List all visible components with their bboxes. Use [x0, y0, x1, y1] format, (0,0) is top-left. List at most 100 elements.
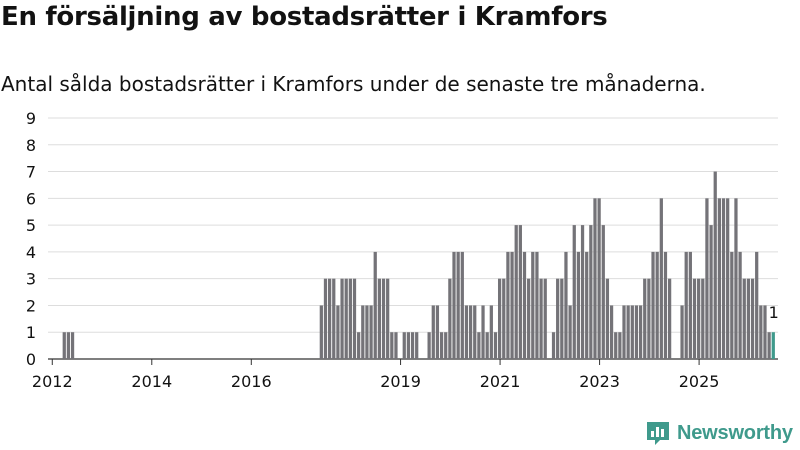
- bar: [759, 305, 763, 359]
- brand-logo: Newsworthy: [645, 420, 793, 446]
- y-tick-label: 4: [26, 243, 36, 262]
- bar: [709, 225, 713, 359]
- bar: [663, 251, 668, 359]
- bar: [531, 251, 535, 359]
- y-tick-label: 5: [26, 216, 36, 235]
- bar: [406, 332, 411, 359]
- bar: [539, 278, 543, 359]
- bar: [734, 198, 738, 359]
- x-tick-label: 2014: [131, 372, 172, 391]
- bar: [572, 225, 576, 359]
- y-tick-label: 2: [26, 296, 36, 315]
- bar: [506, 251, 510, 359]
- bar: [717, 198, 721, 359]
- bar: [701, 278, 705, 359]
- bar: [323, 278, 328, 359]
- bar: [336, 305, 340, 359]
- y-axis: 0 1 2 3 4 5 6 7 8 9: [26, 109, 36, 369]
- bar: [481, 305, 485, 359]
- bar: [551, 332, 556, 359]
- bar: [585, 251, 589, 359]
- x-tick-label: 2012: [32, 372, 73, 391]
- bar-series: [62, 171, 775, 359]
- bar: [705, 198, 709, 359]
- bar: [750, 278, 755, 359]
- bar: [489, 305, 493, 359]
- bar: [464, 305, 469, 359]
- bar: [365, 305, 369, 359]
- bar: [638, 305, 643, 359]
- bar: [726, 198, 730, 359]
- bar: [580, 225, 585, 359]
- bar: [680, 305, 684, 359]
- chart-subtitle: Antal sålda bostadsrätter i Kramfors und…: [1, 72, 706, 96]
- bar: [655, 251, 659, 359]
- bar: [66, 332, 71, 359]
- bar: [527, 278, 531, 359]
- bar: [514, 225, 518, 359]
- bar: [659, 198, 663, 359]
- bar: [497, 278, 502, 359]
- bar: [70, 332, 75, 359]
- bar: [402, 332, 406, 359]
- bar: [390, 332, 394, 359]
- bar: [605, 278, 610, 359]
- x-tick-label: 2016: [231, 372, 272, 391]
- bar: [352, 278, 357, 359]
- bar: [667, 278, 672, 359]
- bar: [535, 251, 539, 359]
- bar: [361, 305, 365, 359]
- bar: [522, 251, 527, 359]
- bar: [609, 305, 614, 359]
- brand-name: Newsworthy: [677, 421, 793, 444]
- bar: [448, 278, 452, 359]
- bar: [62, 332, 66, 359]
- bar: [456, 251, 460, 359]
- bar: [373, 251, 377, 359]
- y-tick-label: 1: [26, 323, 36, 342]
- bar: [477, 332, 481, 359]
- bar: [763, 305, 767, 359]
- bar: [589, 225, 593, 359]
- newsworthy-icon: [647, 422, 669, 445]
- bar: [622, 305, 626, 359]
- bar: [614, 332, 618, 359]
- bar: [328, 278, 332, 359]
- bar-latest: [771, 332, 775, 359]
- bar: [468, 305, 473, 359]
- bar: [439, 332, 444, 359]
- bar: [651, 251, 655, 359]
- bar: [730, 251, 734, 359]
- bar: [543, 278, 547, 359]
- bar: [564, 251, 568, 359]
- bar: [427, 332, 431, 359]
- bar: [381, 278, 386, 359]
- bar: [348, 278, 352, 359]
- bar: [386, 278, 390, 359]
- bar: [377, 278, 382, 359]
- bar: [742, 278, 746, 359]
- bar: [647, 278, 651, 359]
- bar: [502, 278, 506, 359]
- x-tick-label: 2021: [480, 372, 521, 391]
- bar: [394, 332, 398, 359]
- bar: [473, 305, 477, 359]
- y-tick-label: 8: [26, 136, 36, 155]
- x-tick-label: 2023: [579, 372, 620, 391]
- bar: [767, 332, 771, 359]
- bar: [556, 278, 560, 359]
- y-tick-label: 7: [26, 163, 36, 182]
- bar: [684, 251, 688, 359]
- bar: [643, 278, 647, 359]
- bar: [626, 305, 630, 359]
- bar: [444, 332, 448, 359]
- last-value-label: 1: [769, 303, 779, 322]
- bar: [435, 305, 440, 359]
- bar: [415, 332, 419, 359]
- bar: [634, 305, 639, 359]
- bar: [319, 305, 323, 359]
- bar: [738, 251, 742, 359]
- bar: [568, 305, 572, 359]
- x-axis: 2012 2014 2016 2019 2021 2023 2025: [32, 359, 719, 391]
